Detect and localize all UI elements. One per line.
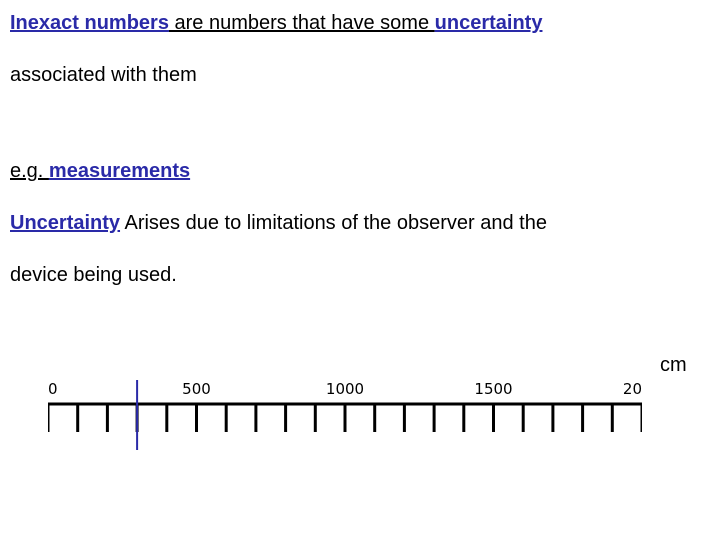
line-3-emph: measurements (49, 160, 190, 182)
ruler-svg: 0 500 1000 1500 2000 (48, 340, 642, 454)
ruler-tick-label: 1500 (474, 380, 512, 398)
ruler-tick-label: 2000 (623, 380, 642, 398)
ruler-figure: 0 500 1000 1500 2000 (48, 340, 642, 459)
line-2: associated with them (10, 64, 197, 87)
line-4-emph: Uncertainty (10, 212, 120, 234)
ruler-tick-label: 500 (182, 380, 211, 398)
line-3: e.g. measurements (10, 160, 190, 183)
line-4: Uncertainty Arises due to limitations of… (10, 212, 547, 235)
line-3-prefix: e.g. (10, 160, 49, 182)
line-1-plain: are numbers that have some (169, 12, 435, 34)
line-4-plain: Arises due to limitations of the observe… (120, 212, 547, 234)
line-1-emph-a: Inexact numbers (10, 12, 169, 34)
line-1-emph-c: uncertainty (435, 12, 543, 34)
slide: Inexact numbers are numbers that have so… (0, 0, 720, 540)
unit-label: cm (660, 354, 687, 377)
ruler-tick-label: 0 (48, 380, 58, 398)
line-1: Inexact numbers are numbers that have so… (10, 12, 542, 35)
ruler-tick-label: 1000 (326, 380, 364, 398)
line-5: device being used. (10, 264, 177, 287)
